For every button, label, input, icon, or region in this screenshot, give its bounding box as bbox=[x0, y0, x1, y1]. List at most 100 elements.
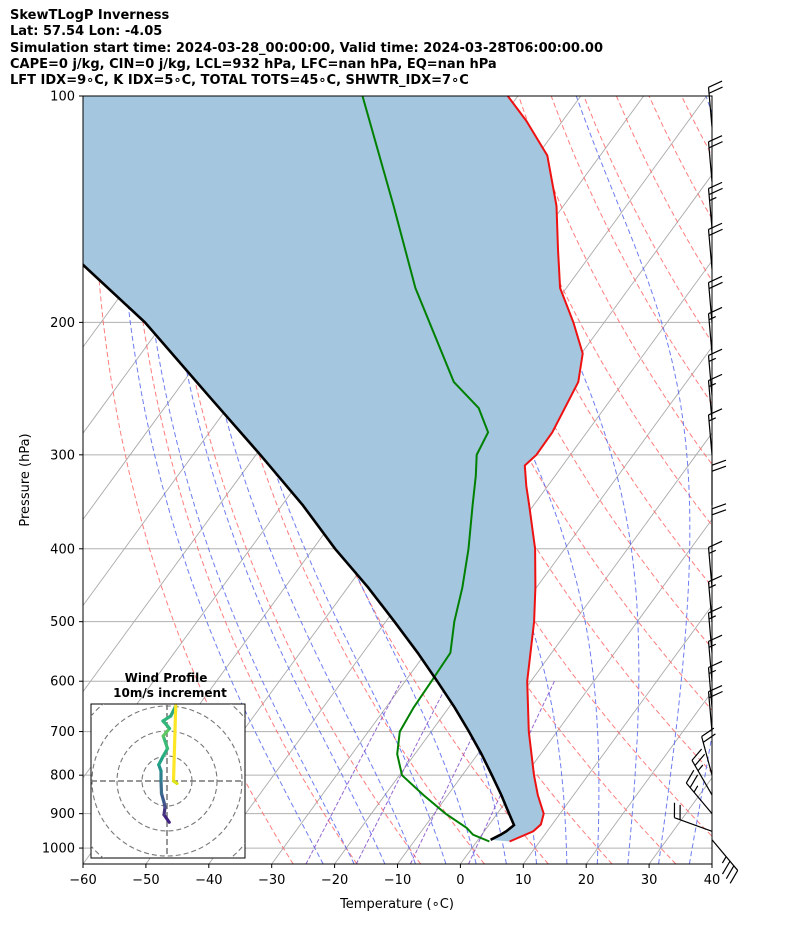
barb-flag bbox=[708, 275, 723, 284]
mixing-ratio-line bbox=[305, 680, 402, 864]
index-line: LFT IDX=9∘C, K IDX=5∘C, TOTAL TOTS=45∘C,… bbox=[10, 73, 469, 89]
x-tick-label: 30 bbox=[641, 873, 658, 888]
wind-barb bbox=[707, 135, 723, 182]
barb-shaft bbox=[707, 141, 713, 182]
axes: −60 −50 −40 −30 −20 −10 0 10 20 30 40 1000 900 800 700… bbox=[42, 90, 720, 889]
isotherm-line bbox=[522, 604, 712, 864]
barb-flag bbox=[711, 459, 727, 466]
hodograph-segment bbox=[161, 726, 172, 738]
barb-shaft bbox=[707, 380, 713, 421]
wind-barb bbox=[711, 839, 739, 884]
x-tick-label: −20 bbox=[321, 873, 348, 888]
barb-flag bbox=[708, 408, 723, 416]
hodograph-plot bbox=[91, 704, 245, 858]
barb-flag bbox=[708, 575, 723, 583]
barb-half-flag bbox=[708, 669, 717, 675]
wind-barb bbox=[691, 748, 713, 796]
barb-shaft bbox=[674, 817, 713, 832]
barb-shaft bbox=[707, 313, 713, 354]
wind-barb bbox=[707, 80, 723, 128]
isotherm-line bbox=[271, 260, 712, 864]
barb-flag bbox=[729, 870, 739, 884]
moist-adiabat-line bbox=[720, 96, 794, 864]
wind-barb bbox=[707, 348, 723, 396]
y-tick-label: 700 bbox=[50, 725, 75, 740]
barb-half-flag bbox=[709, 196, 717, 202]
barb-half-flag bbox=[708, 615, 717, 620]
barb-flag bbox=[708, 135, 723, 143]
y-tick-label: 600 bbox=[50, 675, 75, 690]
isotherm-line bbox=[0, 96, 78, 864]
barb-shaft bbox=[711, 839, 739, 871]
location-line: Lat: 57.54 Lon: -4.05 bbox=[10, 24, 163, 40]
x-tick-label: 10 bbox=[515, 873, 532, 888]
barb-flag bbox=[708, 187, 723, 196]
barb-shaft bbox=[707, 355, 713, 396]
x-tick-label: 20 bbox=[578, 873, 595, 888]
barb-flag bbox=[725, 865, 735, 879]
x-tick-label: 40 bbox=[704, 873, 721, 888]
barb-shaft bbox=[707, 188, 713, 229]
barb-half-flag bbox=[708, 382, 717, 388]
parcel-temperature-fill bbox=[83, 96, 583, 842]
temperature-line bbox=[506, 96, 584, 843]
barb-flag bbox=[708, 222, 723, 231]
wind-barb bbox=[711, 503, 727, 549]
wind-barb bbox=[685, 769, 713, 815]
barb-half-flag bbox=[693, 785, 699, 793]
wind-barbs bbox=[673, 80, 739, 884]
stability-line: CAPE=0 j/kg, CIN=0 j/kg, LCL=932 hPa, LF… bbox=[10, 56, 497, 72]
barb-shaft bbox=[707, 581, 713, 622]
y-tick-label: 400 bbox=[50, 542, 75, 557]
barb-shaft bbox=[707, 641, 713, 682]
barb-shaft bbox=[707, 282, 713, 323]
wind-barb bbox=[707, 606, 723, 653]
dry-adiabat-line bbox=[453, 96, 712, 588]
moist-adiabat-line bbox=[137, 96, 355, 864]
hodograph-segment bbox=[171, 704, 178, 783]
mixing-ratio-line bbox=[409, 680, 501, 864]
x-tick-label: −30 bbox=[258, 873, 285, 888]
barb-half-flag bbox=[708, 316, 717, 321]
moist-adiabat-line bbox=[157, 96, 386, 864]
barb-flag bbox=[708, 348, 723, 356]
isotherm-line bbox=[460, 518, 712, 864]
barb-half-flag bbox=[708, 357, 717, 362]
dry-adiabat-line bbox=[387, 96, 712, 711]
barb-flag bbox=[711, 503, 727, 510]
barb-flag bbox=[685, 769, 695, 784]
hodograph-title: Wind Profile bbox=[125, 671, 208, 685]
mixing-ratio-line bbox=[355, 680, 450, 864]
barb-flag bbox=[711, 465, 727, 472]
barb-flag bbox=[691, 748, 703, 761]
barb-flag bbox=[721, 860, 731, 875]
wind-barb bbox=[707, 408, 723, 455]
wind-barb bbox=[707, 540, 723, 588]
barb-flag bbox=[708, 540, 723, 548]
barb-shaft bbox=[707, 87, 713, 128]
wind-barb bbox=[707, 181, 723, 229]
wind-barb bbox=[673, 802, 713, 832]
barb-shaft bbox=[707, 229, 713, 270]
dry-adiabat-line bbox=[322, 96, 712, 837]
wind-barb bbox=[711, 459, 727, 506]
barb-flag bbox=[702, 733, 716, 743]
wind-barb bbox=[707, 222, 723, 270]
chart-header: SkewTLogP Inverness Lat: 57.54 Lon: -4.0… bbox=[10, 8, 780, 89]
barb-flag bbox=[708, 281, 723, 290]
barb-shaft bbox=[685, 782, 713, 815]
x-tick-label: −50 bbox=[132, 873, 159, 888]
y-tick-label: 200 bbox=[50, 316, 75, 331]
y-tick-label: 500 bbox=[50, 615, 75, 630]
moist-adiabat-line bbox=[229, 96, 477, 864]
x-tick-label: 0 bbox=[456, 873, 464, 888]
dry-adiabat-line bbox=[127, 96, 358, 864]
barb-shaft bbox=[707, 414, 713, 455]
isotherm-line bbox=[711, 863, 712, 864]
y-axis-label: Pressure (hPa) bbox=[18, 433, 33, 526]
barb-half-flag bbox=[708, 643, 717, 648]
hodograph-segment bbox=[159, 779, 164, 796]
barb-half-flag bbox=[708, 549, 717, 554]
hodograph-segment bbox=[157, 754, 165, 767]
